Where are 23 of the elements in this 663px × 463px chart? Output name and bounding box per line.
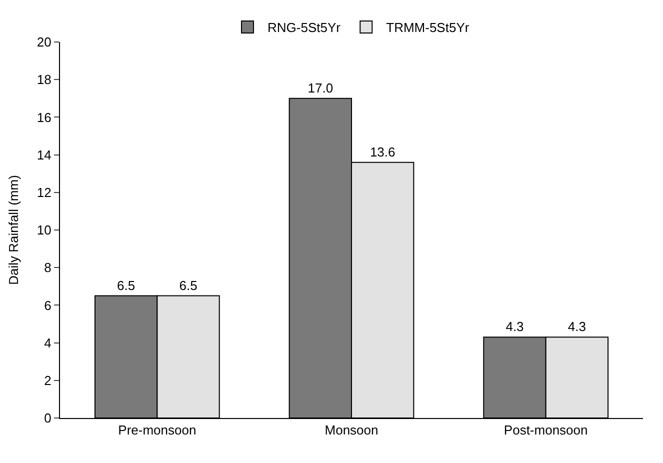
x-tick-label: Post-monsoon — [504, 422, 588, 438]
x-tick-label: Monsoon — [324, 422, 378, 438]
data-label: 17.0 — [308, 80, 334, 96]
y-tick-label: 0 — [44, 410, 52, 426]
y-tick-label: 20 — [36, 34, 52, 50]
y-tick-label: 4 — [44, 335, 52, 350]
data-label: 4.3 — [568, 319, 586, 334]
y-tick-label: 12 — [36, 184, 52, 200]
y-tick-label: 16 — [36, 110, 52, 125]
x-tick-label: Pre-monsoon — [118, 422, 196, 438]
y-tick-label: 18 — [36, 72, 52, 88]
data-label: 13.6 — [370, 144, 396, 160]
y-tick-label: 8 — [44, 260, 52, 276]
legend-label: RNG-5St5Yr — [268, 20, 342, 36]
y-tick-label: 6 — [44, 298, 52, 313]
legend-label: TRMM-5St5Yr — [386, 20, 470, 36]
y-tick-label: 2 — [44, 372, 52, 388]
data-label: 4.3 — [506, 319, 524, 334]
data-label: 6.5 — [117, 278, 136, 293]
y-tick-label: 14 — [36, 147, 52, 162]
y-axis-title: Daily Rainfall (mm) — [6, 175, 21, 285]
y-tick-label: 10 — [36, 222, 52, 238]
data-label: 6.5 — [179, 278, 198, 293]
